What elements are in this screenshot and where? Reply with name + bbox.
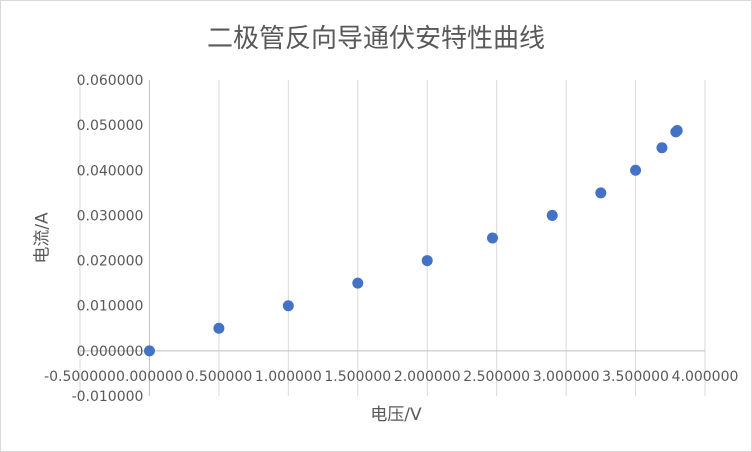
x-tick-label: 2.000000 [394, 369, 461, 385]
data-point-6 [546, 209, 558, 221]
x-tick-label: 0.500000 [185, 369, 252, 385]
y-tick-label: 0.030000 [77, 208, 144, 224]
data-point-3 [352, 277, 364, 289]
data-point-7 [595, 187, 607, 199]
x-tick-label: 3.000000 [533, 369, 600, 385]
x-tick-label: 1.500000 [324, 369, 391, 385]
data-point-5 [487, 232, 498, 244]
data-point-4 [421, 255, 433, 267]
y-tick-label: 0.050000 [77, 118, 144, 134]
x-tick-label: 3.500000 [602, 369, 669, 385]
y-tick-label: -0.010000 [72, 389, 144, 405]
y-tick-label: 0.060000 [77, 73, 144, 89]
x-tick-label: -0.500000 [44, 369, 116, 385]
data-point-9 [656, 142, 668, 154]
x-tick-label: 1.000000 [255, 369, 322, 385]
y-tick-label: 0.000000 [77, 344, 144, 360]
data-point-1 [213, 322, 225, 334]
y-axis-label: 电流/A [32, 212, 53, 264]
data-point-2 [282, 300, 294, 312]
y-tick-label: 0.040000 [77, 163, 144, 179]
x-tick-label: 2.500000 [463, 369, 530, 385]
x-tick-label: 0.000000 [116, 369, 183, 385]
data-point-8 [630, 164, 642, 176]
data-point-11 [671, 125, 683, 137]
x-tick-label: 4.000000 [672, 369, 739, 385]
y-tick-label: 0.010000 [77, 299, 144, 315]
data-point-0 [143, 345, 155, 357]
y-tick-label: 0.020000 [77, 254, 144, 270]
x-axis-label: 电压/V [370, 405, 422, 425]
chart-title: 二极管反向导通伏安特性曲线 [206, 24, 545, 54]
